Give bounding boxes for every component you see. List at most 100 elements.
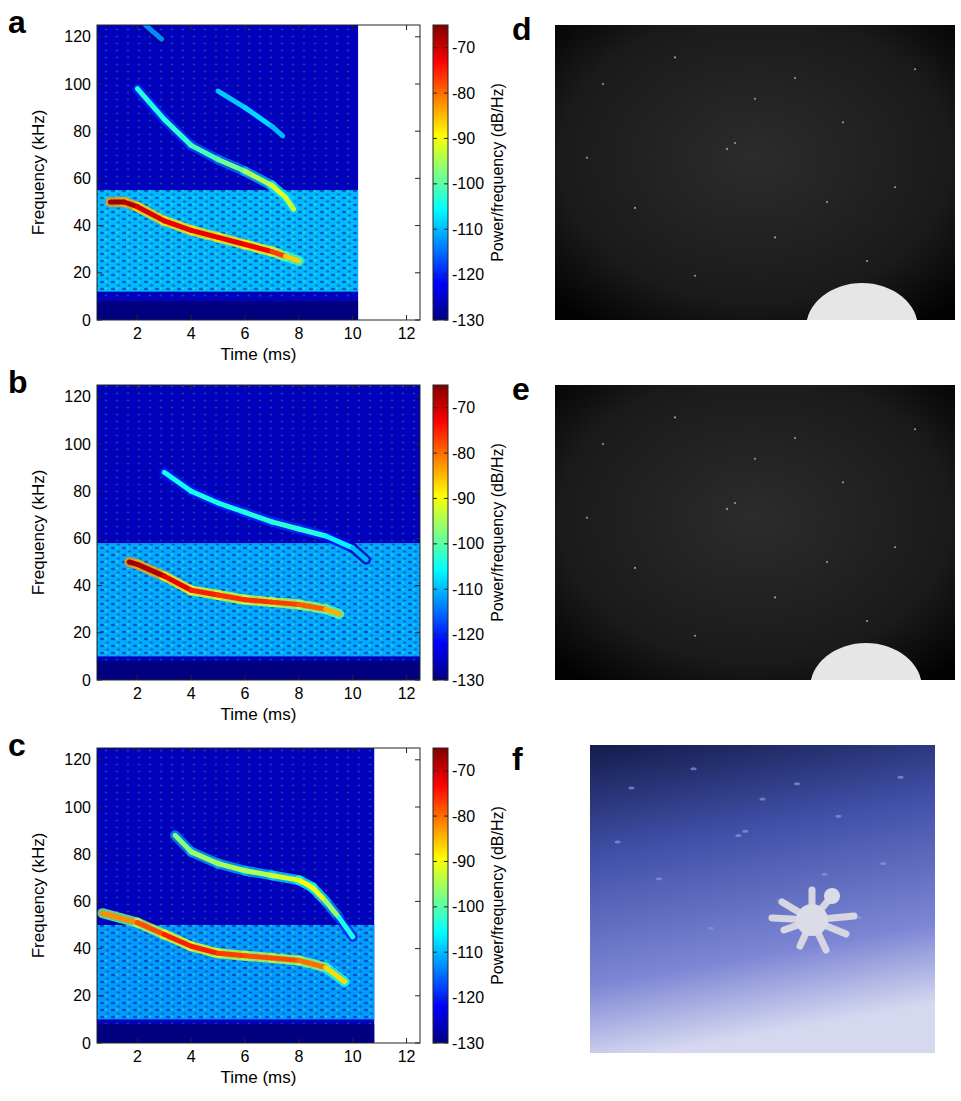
- colorbar-tick-label: -110: [452, 221, 483, 238]
- ridge: [191, 852, 218, 864]
- panel-letter: d: [512, 11, 532, 47]
- y-tick-right: [415, 491, 420, 492]
- y-tick-label: 80: [73, 123, 91, 140]
- panel-letter: e: [512, 371, 530, 407]
- colorbar-tick: [433, 1043, 437, 1044]
- colorbar-tick-label: -70: [452, 399, 475, 416]
- y-tick-label: 60: [73, 893, 91, 910]
- ridge-halo: [175, 835, 191, 852]
- y-tick: [97, 84, 102, 85]
- ridge: [164, 221, 191, 230]
- x-tick: [352, 315, 353, 320]
- x-tick-label: 4: [187, 1048, 196, 1065]
- ridge: [272, 185, 285, 197]
- x-tick: [298, 315, 299, 320]
- ridge-halo: [245, 956, 272, 958]
- ridge: [218, 864, 245, 871]
- y-tick-label: 120: [64, 751, 91, 768]
- photo: [555, 25, 955, 320]
- robot-body: [796, 904, 828, 936]
- y-tick-right: [415, 807, 420, 808]
- ridge: [145, 25, 161, 39]
- y-tick-label: 0: [82, 1035, 91, 1052]
- colorbar-tick-label: -70: [452, 39, 475, 56]
- colorbar: [433, 748, 448, 1043]
- particle: [866, 260, 868, 262]
- plot-frame: [97, 748, 420, 1043]
- x-tick: [137, 315, 138, 320]
- ridge-halo: [191, 491, 218, 503]
- background-texture: [97, 25, 358, 320]
- panel-letter: b: [8, 364, 28, 400]
- x-tick-top: [191, 385, 192, 390]
- y-tick: [97, 680, 102, 681]
- colorbar-tick: [433, 816, 437, 817]
- colorbar-tick-label: -80: [452, 85, 475, 102]
- robot-head: [824, 888, 840, 904]
- ridge: [272, 958, 299, 960]
- x-tick-top: [245, 25, 246, 30]
- ridge: [326, 901, 339, 918]
- colorbar-tick: [444, 997, 448, 998]
- y-tick-right: [415, 948, 420, 949]
- ridge-halo: [245, 244, 272, 251]
- x-tick-label: 4: [187, 325, 196, 342]
- x-axis-title: Time (ms): [221, 345, 297, 364]
- particle: [842, 121, 844, 123]
- ridge: [299, 604, 326, 609]
- y-tick-label: 40: [73, 217, 91, 234]
- colorbar-tick-label: -120: [452, 626, 484, 643]
- colorbar-tick: [433, 47, 437, 48]
- ridge: [191, 946, 218, 953]
- colorbar-tick: [433, 183, 437, 184]
- x-tick-top: [191, 25, 192, 30]
- ridge-halo: [164, 221, 191, 230]
- ridge: [191, 230, 218, 237]
- ridge: [102, 913, 137, 922]
- ridge-halo: [137, 564, 164, 576]
- ridge-halo: [137, 923, 164, 935]
- x-tick: [245, 315, 246, 320]
- ridge: [245, 956, 272, 958]
- noise-band: [97, 190, 358, 291]
- colorbar-tick: [433, 861, 437, 862]
- ridge: [326, 609, 339, 614]
- colorbar-tick-label: -130: [452, 1035, 484, 1052]
- x-axis-title: Time (ms): [221, 1068, 297, 1087]
- x-tick-top: [406, 25, 407, 30]
- ridge: [245, 512, 272, 521]
- particle: [835, 815, 841, 818]
- colorbar-tick: [433, 680, 437, 681]
- particle: [674, 416, 676, 418]
- colorbar-tick: [444, 274, 448, 275]
- x-tick-label: 10: [344, 1048, 362, 1065]
- colorbar-tick: [433, 320, 437, 321]
- ridge-halo: [164, 934, 191, 946]
- particle: [822, 873, 828, 876]
- y-tick-label: 20: [73, 987, 91, 1004]
- background-texture: [97, 748, 374, 1043]
- ridge: [218, 91, 245, 108]
- y-tick-label: 40: [73, 940, 91, 957]
- particle: [760, 797, 766, 800]
- colorbar-tick: [433, 906, 437, 907]
- particle: [634, 207, 636, 209]
- y-tick-label: 0: [82, 672, 91, 689]
- ridge-halo: [299, 604, 326, 609]
- colorbar-tick-label: -110: [452, 581, 483, 598]
- x-tick-label: 8: [294, 685, 303, 702]
- spectrogram-panel: b24681012020406080100120Time (ms)Frequen…: [8, 364, 506, 724]
- x-tick-label: 4: [187, 685, 196, 702]
- y-tick-right: [415, 680, 420, 681]
- colorbar-tick-label: -90: [452, 490, 475, 507]
- ridge: [191, 145, 218, 159]
- figure: a24681012020406080100120Time (ms)Frequen…: [0, 0, 961, 1101]
- particle: [726, 508, 728, 510]
- ridge: [245, 871, 272, 876]
- x-tick: [406, 675, 407, 680]
- ridge-halo: [102, 913, 137, 922]
- ridge-halo: [137, 207, 164, 221]
- ridge-halo: [245, 171, 272, 185]
- ridge: [164, 119, 191, 145]
- noise-texture: [97, 925, 374, 1019]
